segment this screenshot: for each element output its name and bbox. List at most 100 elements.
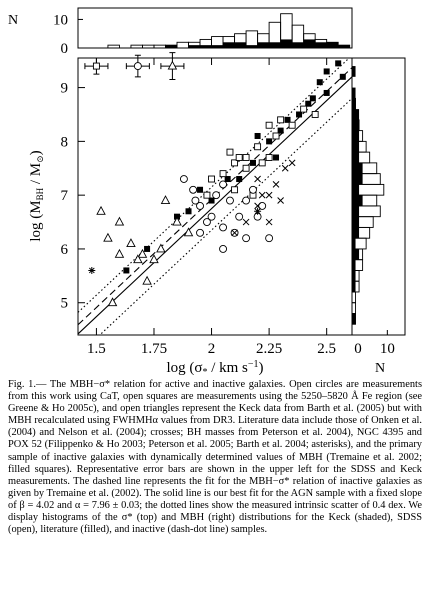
point: [265, 234, 274, 243]
point: [242, 218, 250, 226]
point: [316, 79, 323, 86]
x-label-part: *: [202, 367, 207, 375]
x-tick-label: 1.5: [87, 341, 106, 357]
point: [197, 186, 204, 193]
point: [284, 116, 291, 123]
point: [196, 201, 204, 210]
point: [107, 297, 118, 307]
right-hist-bar: [351, 302, 356, 314]
y-label-part: BH: [35, 187, 45, 200]
right-hist-bar: [352, 313, 356, 325]
right-hist-bar: [352, 205, 360, 217]
point: [179, 175, 188, 183]
top-hist-bar: [188, 45, 201, 48]
point: [335, 60, 342, 67]
point: [189, 185, 198, 194]
right-hist-bar: [352, 195, 363, 206]
right-hist-bar: [352, 216, 360, 228]
point: [133, 62, 142, 71]
y-tick-label: 7: [61, 188, 69, 204]
point: [254, 202, 261, 210]
y-label-part: log (M: [28, 200, 44, 241]
point: [133, 254, 143, 264]
y-tick-label: 6: [61, 242, 69, 258]
top-hist-bar: [303, 39, 316, 48]
point: [185, 208, 192, 215]
point: [226, 148, 234, 156]
x-tick-label: 2.5: [317, 341, 336, 357]
y-tick-label: 5: [61, 296, 69, 312]
point: [207, 212, 216, 221]
point: [212, 191, 221, 200]
point: [172, 216, 182, 226]
point: [191, 196, 200, 205]
point: [339, 73, 346, 80]
point: [208, 197, 215, 204]
point: [183, 227, 194, 237]
x-tick-label: 1.75: [141, 341, 167, 357]
fit-line: [78, 76, 352, 335]
top-hist-bar: [269, 42, 281, 48]
x-label-part: ): [259, 360, 264, 375]
x-tick-label: 2: [208, 341, 216, 357]
point: [272, 132, 280, 140]
point: [309, 95, 316, 102]
point: [149, 254, 159, 264]
point: [249, 185, 257, 194]
point: [219, 170, 227, 178]
point: [323, 68, 330, 75]
x-axis-label: log (σ* / km s−1): [166, 359, 263, 375]
figure: N N 1.5 1.75 2 2.25 2.5 5 6 7 8 9 log (σ* / km s−1…: [8, 7, 406, 375]
x-label-part: log (σ: [166, 360, 202, 375]
top-hist-bar: [165, 45, 178, 48]
point: [265, 191, 273, 199]
right-hist-bar: [352, 162, 363, 174]
point: [254, 143, 262, 151]
top-hist-bar: [315, 42, 327, 48]
point: [277, 127, 284, 134]
point: [208, 175, 215, 183]
point: [254, 132, 261, 139]
point: [137, 248, 148, 258]
caption: Fig. 1.— The MBH−σ* relation for active …: [8, 379, 422, 536]
point: [311, 111, 319, 118]
right-hist-bar: [352, 66, 356, 77]
top-hist-tick-label: 10: [53, 12, 68, 28]
point: [203, 191, 211, 199]
point: [103, 232, 113, 242]
y-label-part: / M: [28, 163, 44, 188]
point: [254, 207, 262, 215]
x-label-part: / km s: [207, 360, 248, 375]
point: [305, 100, 312, 107]
point: [231, 159, 239, 167]
point: [242, 234, 251, 243]
right-hist-bar: [352, 184, 360, 196]
point: [235, 154, 243, 161]
point: [202, 218, 211, 226]
point: [144, 245, 151, 252]
top-hist-bar: [223, 42, 235, 48]
top-hist-bar: [211, 45, 224, 48]
right-hist-bar: [352, 259, 356, 271]
right-hist-bar: [352, 270, 356, 282]
y-label-part: ⊙: [35, 155, 45, 163]
point: [167, 60, 178, 70]
point: [265, 154, 273, 161]
point: [236, 176, 243, 183]
point: [123, 267, 130, 274]
point: [296, 111, 303, 118]
point: [249, 159, 256, 166]
point: [266, 138, 273, 145]
point: [226, 196, 234, 205]
top-hist-bar: [338, 45, 350, 48]
point: [231, 186, 239, 194]
point: [88, 266, 96, 274]
right-hist-bar: [352, 98, 356, 110]
point: [219, 244, 228, 253]
top-hist-bar: [130, 44, 143, 49]
right-hist-bar: [352, 119, 360, 131]
fit-line: [78, 58, 350, 313]
point: [300, 105, 308, 113]
point: [254, 175, 261, 183]
